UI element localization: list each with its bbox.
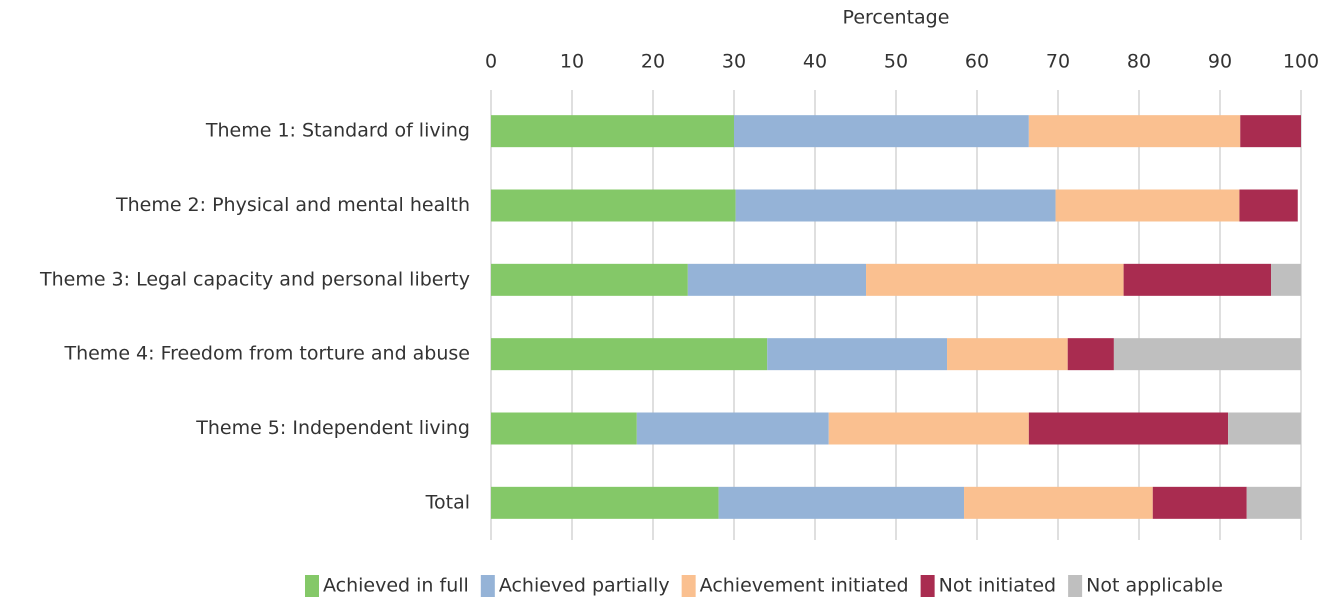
y-tick-label: Total: [425, 491, 470, 513]
y-tick-label: Theme 1: Standard of living: [205, 120, 470, 142]
legend-swatch: [681, 575, 696, 597]
legend-label: Not initiated: [939, 575, 1057, 597]
bar-segment: [1028, 412, 1229, 445]
bar-segment: [1123, 263, 1272, 296]
legend-label: Not applicable: [1086, 575, 1223, 597]
x-tick-label: 80: [1127, 51, 1151, 73]
bar-segment: [1246, 486, 1301, 519]
x-tick-label: 100: [1283, 51, 1319, 73]
bar-segment: [1271, 263, 1301, 296]
bar-segment: [491, 486, 719, 519]
bar-segment: [1228, 412, 1301, 445]
bar-segment: [1239, 189, 1298, 222]
bar-segment: [1028, 115, 1241, 148]
bar-segment: [767, 338, 948, 371]
bar-segment: [636, 412, 829, 445]
bar-segment: [491, 412, 637, 445]
legend-swatch: [480, 575, 495, 597]
x-tick-label: 0: [485, 51, 497, 73]
x-tick-label: 10: [560, 51, 584, 73]
bar-segment: [828, 412, 1029, 445]
legend-swatch: [305, 575, 319, 597]
x-tick-label: 20: [641, 51, 665, 73]
x-tick-label: 50: [884, 51, 908, 73]
x-tick-label: 70: [1046, 51, 1070, 73]
x-tick-label: 40: [803, 51, 827, 73]
bar-segment: [491, 338, 768, 371]
bar-segment: [947, 338, 1068, 371]
bar-segment: [1055, 189, 1240, 222]
bar-segment: [1113, 338, 1301, 371]
legend-label: Achievement initiated: [700, 575, 909, 597]
bar-segment: [491, 189, 736, 222]
y-tick-label: Theme 5: Independent living: [195, 417, 470, 439]
bar-segment: [735, 189, 1056, 222]
bar-segment: [866, 263, 1124, 296]
bar-segment: [491, 115, 734, 148]
bar-segment: [1152, 486, 1247, 519]
legend-swatch: [920, 575, 935, 597]
bar-segment: [718, 486, 965, 519]
bar-segment: [1067, 338, 1114, 371]
x-tick-label: 60: [965, 51, 989, 73]
bar-segment: [687, 263, 867, 296]
legend-label: Achieved partially: [499, 575, 670, 597]
y-tick-label: Theme 2: Physical and mental health: [115, 194, 470, 216]
x-axis-label: Percentage: [843, 7, 950, 29]
bar-segment: [491, 263, 688, 296]
legend-label: Achieved in full: [323, 575, 469, 597]
x-tick-label: 30: [722, 51, 746, 73]
bar-segment: [1240, 115, 1301, 148]
x-tick-label: 90: [1208, 51, 1232, 73]
y-tick-label: Theme 4: Freedom from torture and abuse: [63, 343, 470, 365]
legend-swatch: [1068, 575, 1083, 597]
y-tick-label: Theme 3: Legal capacity and personal lib…: [39, 268, 470, 290]
bar-segment: [734, 115, 1029, 148]
bar-segment: [964, 486, 1153, 519]
